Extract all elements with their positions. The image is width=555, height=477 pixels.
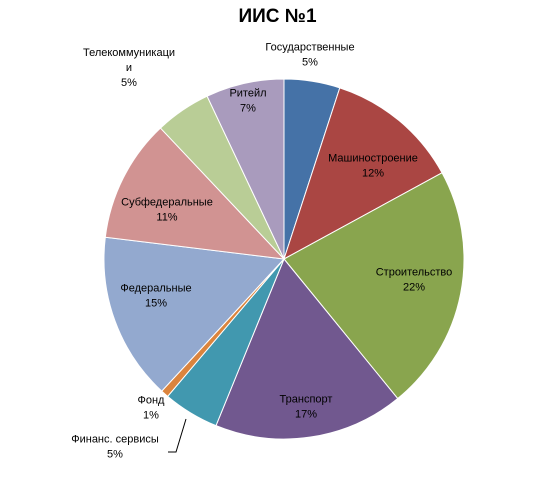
chart-title: ИИС №1 — [238, 6, 317, 27]
pie-slice — [215, 258, 399, 440]
slice-label: Транспорт 17% — [280, 394, 333, 421]
pie-slice — [104, 127, 286, 260]
slice-label: Финанс. сервисы 5% — [71, 434, 159, 461]
pie-slice — [283, 172, 465, 400]
pie-slice — [206, 78, 285, 260]
pie-slice — [283, 87, 443, 261]
slice-label: Машиностроение 12% — [328, 153, 418, 180]
slice-label: Строительство 22% — [376, 267, 453, 294]
slice-label: Федеральные 15% — [120, 283, 191, 310]
pie-slice — [103, 236, 286, 392]
leader-line — [168, 418, 187, 453]
slice-label: Ритейл 7% — [229, 88, 266, 115]
slice-label: Телекоммуникаци и 5% — [83, 47, 175, 89]
slice-label: Фонд 1% — [138, 395, 166, 422]
slice-label: Государственные 5% — [265, 42, 354, 69]
slice-label: Субфедеральные 11% — [121, 197, 213, 224]
